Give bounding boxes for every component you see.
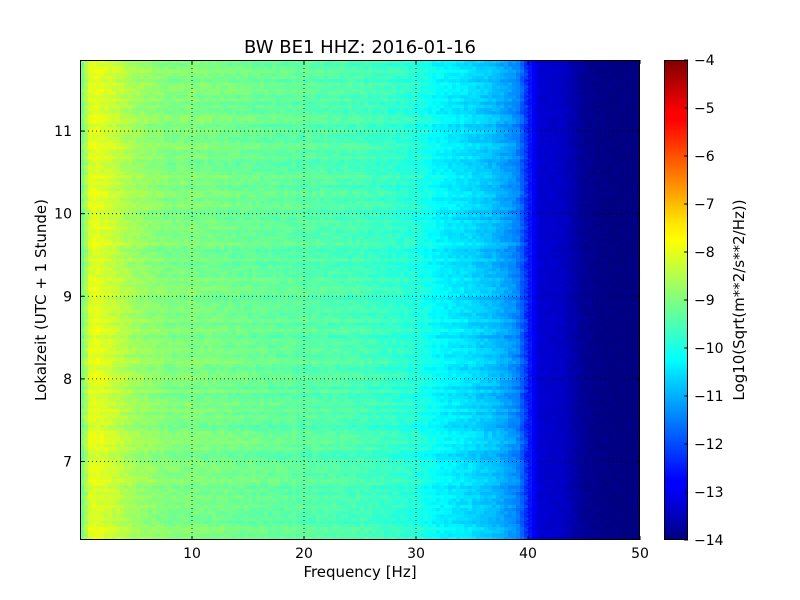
chart-title: BW BE1 HHZ: 2016-01-16 [244,37,476,58]
plot-area [80,60,641,541]
spectrogram-image [80,60,641,541]
